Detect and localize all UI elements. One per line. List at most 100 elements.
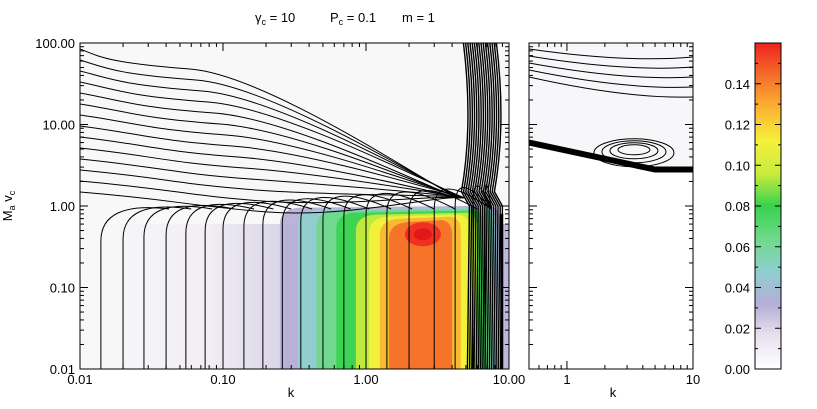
zoom-contour-loop-2 [609,142,659,160]
contour-wall-5 [471,43,482,369]
title-symbol: m [402,10,413,25]
contour-upper-4 [80,92,460,199]
y-tick-label: 0.01 [50,362,75,377]
x-tick-label: 1.00 [353,372,378,387]
zoom-boundary [529,139,693,173]
title-value: = 0.1 [343,10,376,25]
contour-upper-13 [80,191,462,214]
title-m: m = 1 [402,10,435,25]
contour-lines [80,43,504,369]
x-axis-label: k [288,385,295,400]
ylabel-sub1: a [7,205,17,210]
title-pressure: Pc = 0.1 [330,10,376,27]
growth-rate-fill [80,205,509,369]
contour-upper-8 [80,136,460,199]
colorbar-tick-label: 0.08 [725,199,750,214]
contour-wall-7 [476,43,486,369]
x-tick-label: 10.00 [493,372,526,387]
contour-lower-6 [222,201,292,369]
contour-lower-12 [343,194,413,369]
y-axis-label: Ma vc [0,190,17,221]
contour-lower-5 [204,202,274,369]
contour-wall-15 [493,43,504,369]
zoom-growth-fill [529,43,693,171]
contour-lower-11 [322,195,392,369]
zoom-panel: 1 10 k [528,42,700,400]
ylabel-sub2: c [7,190,17,195]
main-panel: 0.01 0.10 1.00 10.00 0.01 0.10 1.00 10.00 100.0… [0,36,525,400]
title-value: = 10 [266,10,295,25]
main-x-tick-labels: 0.01 0.10 1.00 10.00 [67,372,525,387]
contour-wall-11 [484,43,495,369]
x-tick-label: 0.10 [210,372,235,387]
contour-lower-10 [300,196,370,369]
y-tick-label: 100.00 [35,36,75,51]
zoom-x-axis-label: k [610,385,617,400]
main-y-tick-labels: 0.01 0.10 1.00 10.00 100.00 [35,36,75,377]
contour-wall-2 [465,43,475,369]
contour-upper-6 [80,114,464,199]
contour-wall-3 [467,43,477,369]
zoom-panel-plot [529,43,693,369]
zoom-contour-top-3 [529,69,693,88]
main-panel-plot [80,43,509,369]
contour-wall-6 [473,43,484,369]
zoom-contour-top-0 [529,48,693,60]
colorbar-tick-label: 0.10 [725,158,750,173]
title-symbol: γ [255,10,262,25]
contour-upper-11 [80,169,466,199]
zoom-contour-loop-3 [617,144,651,156]
zoom-contour-top-4 [529,76,693,98]
contour-lower-1 [122,206,192,369]
zoom-contour-lines [529,48,693,173]
colorbar-tick-label: 0.14 [725,77,750,92]
contour-upper-10 [80,158,464,199]
colorbar: 0.00 0.02 0.04 0.06 0.08 0.10 0.12 0.14 [725,42,782,377]
zoom-contour-loop-1 [601,140,667,164]
contour-upper-12 [80,180,460,204]
contour-lower-9 [281,198,351,369]
title-gamma: γc = 10 [255,10,295,27]
contour-lower-14 [386,191,456,369]
contour-wall-12 [487,43,497,369]
colorbar-tick-label: 0.12 [725,118,750,133]
colorbar-tick-labels: 0.00 0.02 0.04 0.06 0.08 0.10 0.12 0.14 [725,77,750,377]
colorbar-tick-label: 0.04 [725,281,750,296]
colorbar-ticks [755,42,781,370]
contour-upper-5 [80,103,462,199]
contour-wall-13 [489,43,499,369]
contour-upper-3 [80,81,466,199]
contour-upper-7 [80,125,466,199]
zoom-contour-top-1 [529,55,693,69]
zoom-axis-ticks [528,42,694,370]
growth-peak-core [413,228,432,241]
contour-lower-4 [185,203,255,369]
zoom-x-tick-label: 1 [563,372,570,387]
colorbar-tick-label: 0.02 [725,321,750,336]
zoom-stable-fill [529,43,693,171]
contour-upper-2 [80,70,464,199]
growth-band-7 [389,220,453,369]
title-value: = 1 [413,10,435,25]
title-symbol: P [330,10,339,25]
contour-lower-7 [243,200,313,369]
contour-wall-14 [491,43,501,369]
ylabel-mid: v [0,195,15,206]
title-subscript: c [262,17,267,27]
y-tick-label: 10.00 [42,118,75,133]
contour-wall-8 [478,43,488,369]
contour-wall-4 [469,43,479,369]
zoom-x-tick-labels: 1 10 [563,372,700,387]
x-tick-label: 0.01 [67,372,92,387]
contour-wall-10 [482,43,493,369]
colorbar-tick-label: 0.00 [725,362,750,377]
contour-wall-9 [480,43,490,369]
title-subscript: c [339,17,344,27]
colorbar-tick-label: 0.06 [725,240,750,255]
y-tick-label: 0.10 [50,281,75,296]
zoom-contour-loop-0 [593,138,675,168]
main-axis-ticks [79,42,510,370]
contour-upper-9 [80,147,462,199]
contour-wall-1 [462,43,473,369]
